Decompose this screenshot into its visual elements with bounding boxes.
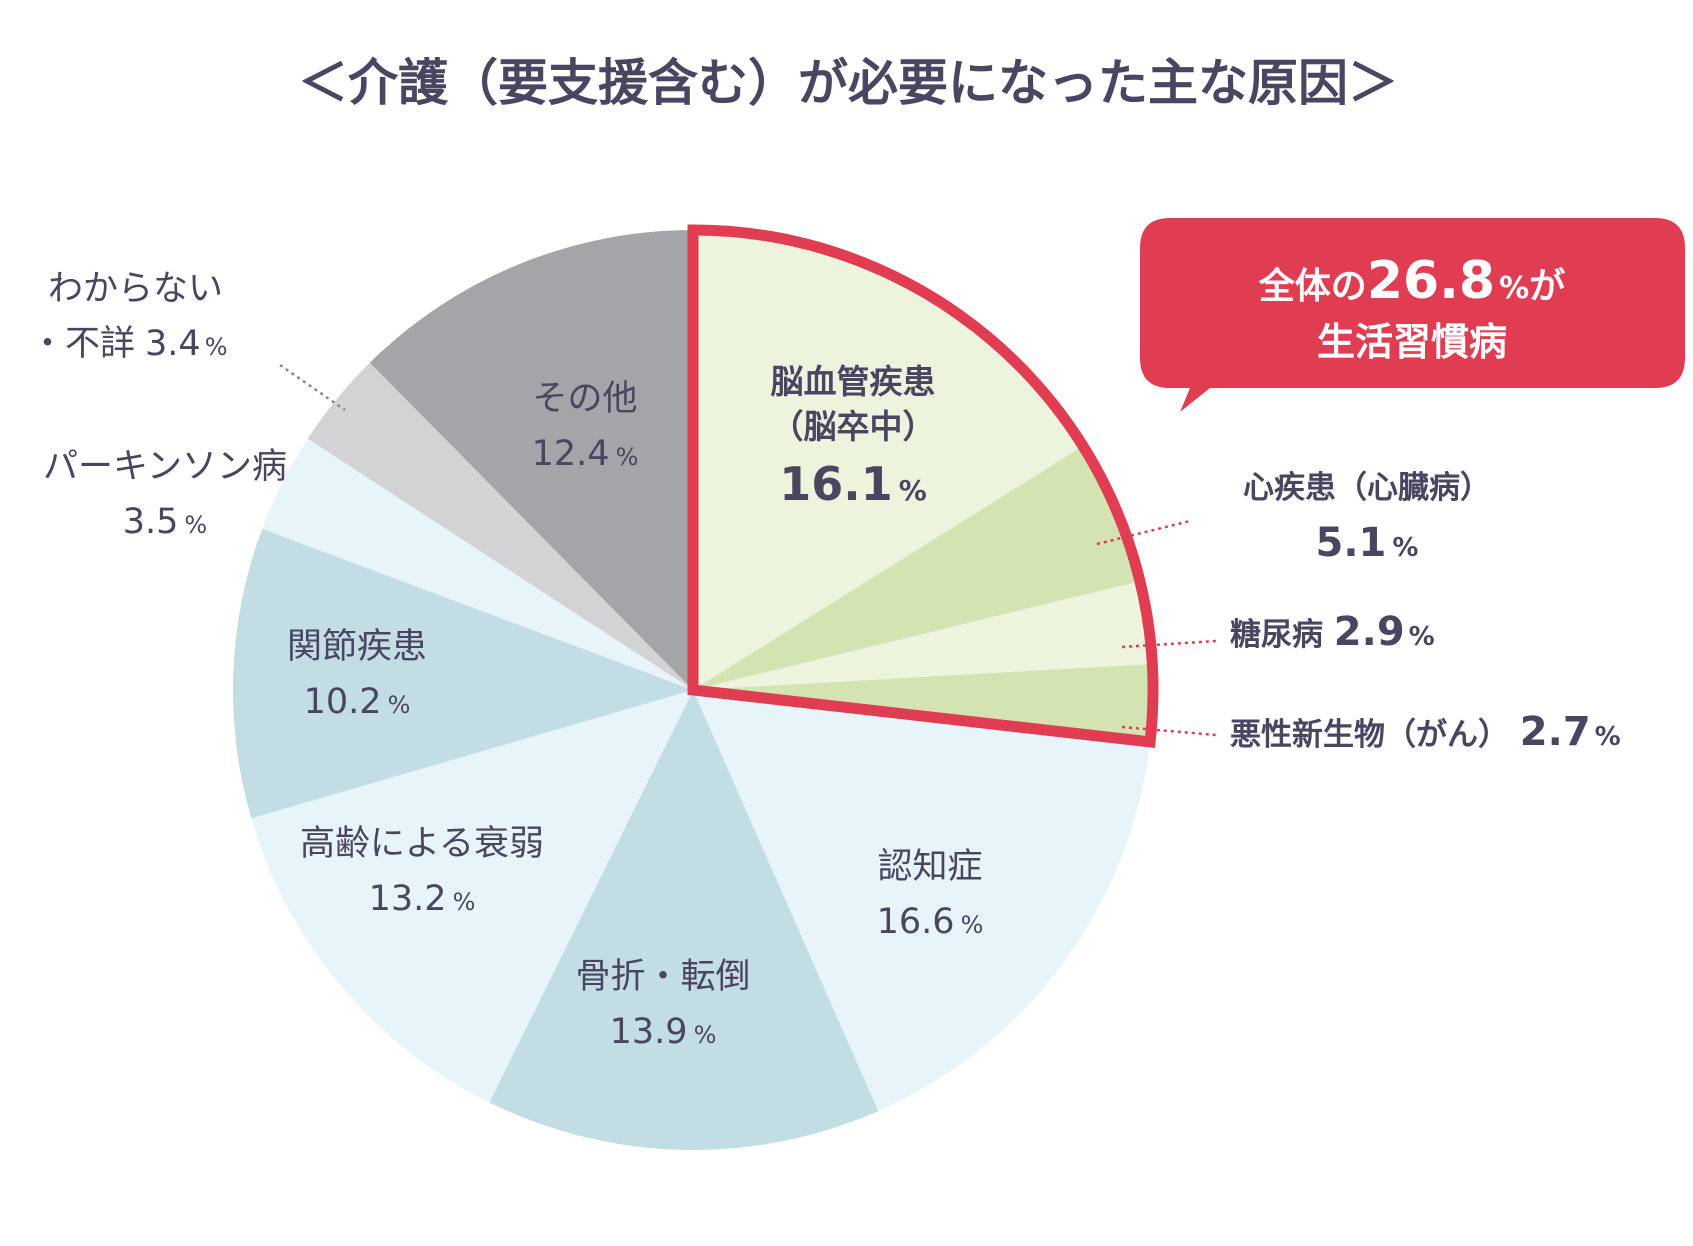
slice-label: 心疾患（心臓病） (1243, 470, 1491, 506)
leader-line (279, 363, 346, 412)
pie-slice (693, 690, 1151, 1112)
slice-label: 糖尿病 2.9% (1230, 609, 1435, 655)
chart-title: ＜介護（要支援含む）が必要になった主な原因＞ (298, 54, 1398, 112)
slice-value: 2.9 (1334, 609, 1405, 655)
callout-bubble (1140, 218, 1685, 412)
slice-labels: 脳血管疾患 （脳卒中） 16.1% 心疾患（心臓病） 5.1 % 糖尿病 2.9 % 悪性新生物… (30, 269, 1621, 1052)
pie-slice (307, 362, 693, 690)
pie-slice (489, 690, 879, 1150)
callout-line-2: 生活習慣病 (1317, 320, 1507, 364)
callout-value: 26.8 (1367, 251, 1495, 311)
slice-value: 5.1% (1316, 520, 1419, 566)
leader-line (1121, 725, 1217, 737)
leader-line (1096, 519, 1191, 546)
pie-slice (369, 230, 693, 690)
lifestyle-disease-highlight-outline (687, 224, 1159, 748)
leader-lines (279, 363, 1217, 737)
slice-value: 13.9% (610, 1012, 717, 1052)
pie-slice (693, 581, 1153, 690)
leader-line (1121, 639, 1217, 649)
slice-label: ・不詳 3.4% (30, 324, 228, 364)
slice-label: 関節疾患 (287, 627, 427, 667)
slice-value: 16.6% (877, 902, 984, 942)
slice-label: （脳卒中） (771, 407, 936, 446)
slice-value: 12.4% (532, 434, 639, 474)
pie-slices (232, 230, 1153, 1150)
slice-label: 脳血管疾患 (771, 362, 936, 401)
callout-line-1: 全体の26.8 %が (1258, 251, 1565, 311)
slice-label: わからない (48, 269, 223, 309)
slice-value: 3.4 (145, 324, 201, 364)
pie-slice (262, 438, 693, 690)
slice-label: パーキンソン病 (43, 447, 287, 487)
slice-label: 高齢による衰弱 (300, 824, 544, 864)
slice-value: 2.7 (1520, 709, 1591, 755)
pie-slice (693, 445, 1140, 690)
pie-slice (693, 664, 1153, 742)
slice-label: 認知症 (877, 847, 982, 887)
slice-value: 10.2% (304, 682, 411, 722)
slice-label: 骨折・転倒 (575, 957, 750, 997)
slice-value: 13.2% (369, 879, 476, 919)
slice-value: 16.1% (779, 457, 927, 511)
pie-slice (232, 528, 694, 819)
slice-value: 3.5% (123, 502, 207, 542)
pie-slice (693, 230, 1083, 690)
slice-label: 悪性新生物（がん） 2.7% (1230, 709, 1621, 755)
slice-label: その他 (532, 379, 637, 419)
pie-slice (251, 690, 693, 1103)
